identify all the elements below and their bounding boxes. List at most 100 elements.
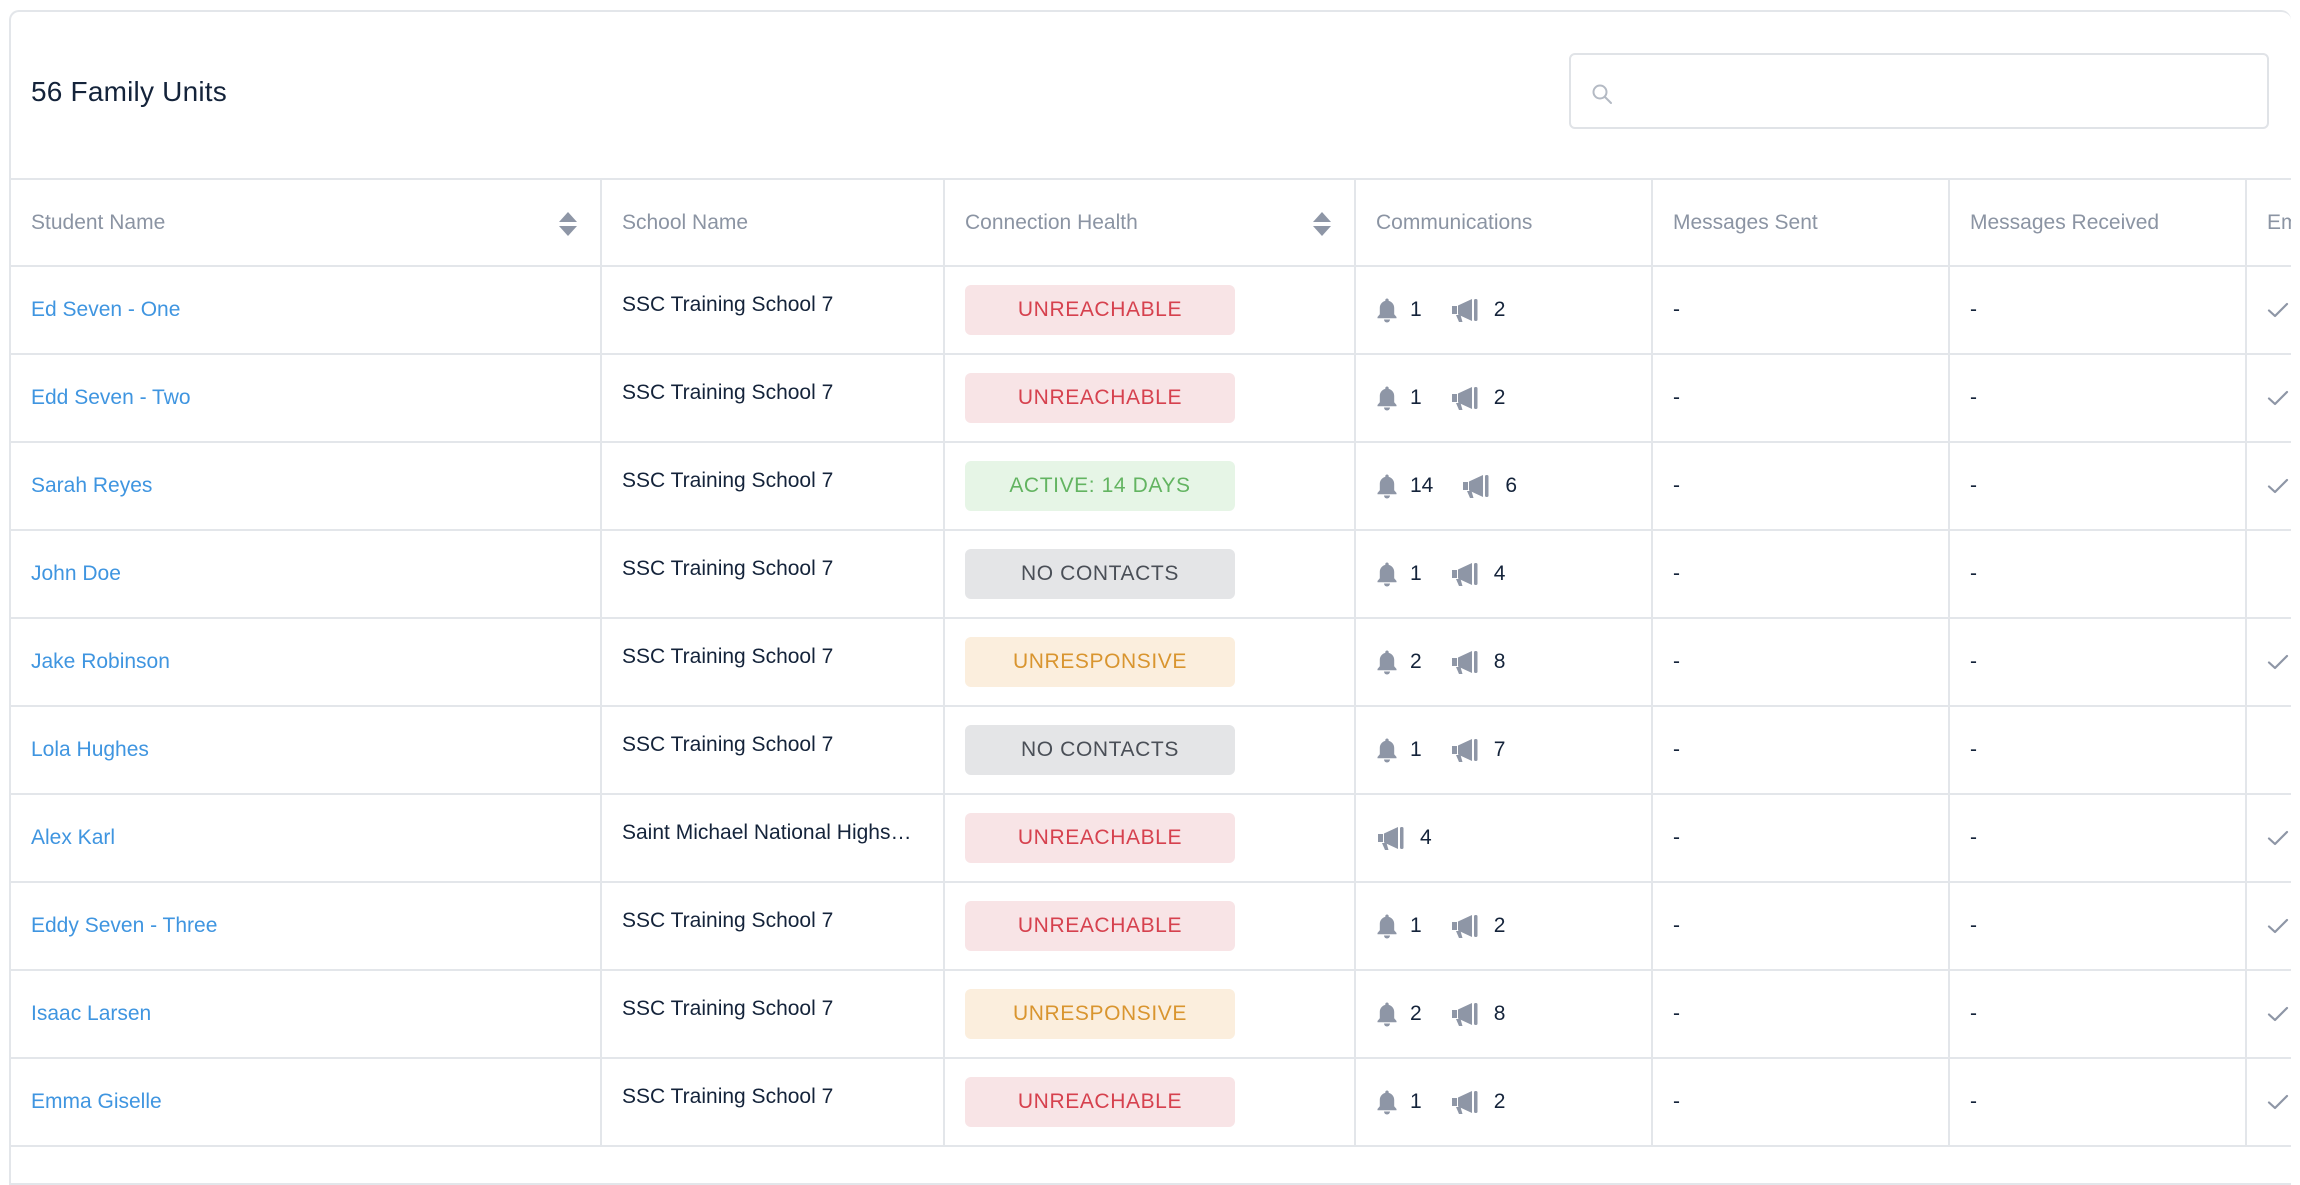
- status-badge: ACTIVE: 14 DAYS: [965, 461, 1235, 511]
- cell-messages-received: -: [1949, 266, 2247, 355]
- messages-received-value: -: [1970, 298, 1977, 321]
- student-name-link[interactable]: Alex Karl: [31, 826, 116, 849]
- cell-messages-received: -: [1949, 530, 2247, 619]
- announcement-count-value: 4: [1493, 562, 1506, 585]
- sort-icon[interactable]: [1312, 211, 1332, 237]
- cell-messages-received: -: [1949, 706, 2247, 795]
- announcement-count-value: 2: [1493, 1090, 1506, 1113]
- cell-connection-health: ACTIVE: 14 DAYS: [944, 442, 1356, 531]
- table-row[interactable]: Alex Karl Saint Michael National Highs… …: [11, 794, 2291, 883]
- cell-email: [2246, 1058, 2291, 1147]
- megaphone-icon: [1463, 475, 1489, 498]
- announcement-count-value: 8: [1493, 650, 1506, 673]
- messages-received-value: -: [1970, 386, 1977, 409]
- notification-count: 1: [1376, 297, 1422, 323]
- cell-student-name: Lola Hughes: [11, 706, 602, 795]
- column-header-connection-health[interactable]: Connection Health: [944, 180, 1356, 267]
- messages-received-value: -: [1970, 562, 1977, 585]
- table-row[interactable]: Eddy Seven - Three SSC Training School 7…: [11, 882, 2291, 971]
- cell-messages-received: -: [1949, 442, 2247, 531]
- cell-messages-received: -: [1949, 882, 2247, 971]
- communications-counts: 1 2: [1376, 385, 1650, 411]
- announcement-count: 4: [1450, 561, 1506, 587]
- search-input[interactable]: [1627, 65, 2247, 117]
- bell-icon: [1377, 386, 1397, 411]
- megaphone-icon: [1451, 739, 1478, 762]
- announcement-count: 8: [1450, 1001, 1505, 1027]
- table-row[interactable]: John Doe SSC Training School 7 NO CONTAC…: [11, 530, 2291, 619]
- student-name-link[interactable]: Lola Hughes: [31, 738, 149, 761]
- cell-messages-sent: -: [1652, 266, 1950, 355]
- cell-connection-health: UNREACHABLE: [944, 266, 1356, 355]
- table-row[interactable]: Lola Hughes SSC Training School 7 NO CON…: [11, 706, 2291, 795]
- sort-icon[interactable]: [558, 211, 578, 237]
- bell-icon: [1377, 562, 1397, 587]
- column-header-messages-sent: Messages Sent: [1652, 180, 1950, 267]
- cell-connection-health: UNREACHABLE: [944, 882, 1356, 971]
- student-name-link[interactable]: John Doe: [31, 562, 121, 585]
- table-row[interactable]: Isaac Larsen SSC Training School 7 UNRES…: [11, 970, 2291, 1059]
- cell-school-name: SSC Training School 7: [601, 1058, 945, 1147]
- school-name: Saint Michael National Highs…: [622, 821, 912, 845]
- cell-messages-sent: -: [1652, 1058, 1950, 1147]
- notification-count: 1: [1376, 561, 1422, 587]
- cell-email: [2246, 970, 2291, 1059]
- cell-messages-received: -: [1949, 794, 2247, 883]
- table-row[interactable]: Ed Seven - One SSC Training School 7 UNR…: [11, 266, 2291, 355]
- table-row[interactable]: Sarah Reyes SSC Training School 7 ACTIVE…: [11, 442, 2291, 531]
- notification-count-value: 1: [1410, 738, 1422, 761]
- announcement-count: 8: [1450, 649, 1506, 675]
- student-name-link[interactable]: Eddy Seven - Three: [31, 914, 218, 937]
- megaphone-icon: [1451, 651, 1478, 674]
- table-body: Ed Seven - One SSC Training School 7 UNR…: [11, 266, 2291, 1147]
- page-title: 56 Family Units: [31, 76, 227, 107]
- school-name: SSC Training School 7: [622, 293, 834, 317]
- messages-received-value: -: [1970, 738, 1977, 761]
- cell-email: [2246, 530, 2291, 619]
- column-header-label: Messages Sent: [1673, 210, 1818, 234]
- notification-count-value: 1: [1410, 562, 1422, 585]
- check-icon: [2267, 390, 2289, 406]
- column-header-student-name[interactable]: Student Name: [11, 180, 602, 267]
- search-box[interactable]: [1569, 53, 2269, 129]
- communications-counts: 1 7: [1376, 737, 1650, 763]
- notification-count-value: 1: [1410, 386, 1422, 409]
- column-header-email: Em: [2246, 180, 2291, 267]
- cell-messages-sent: -: [1652, 442, 1950, 531]
- messages-sent-value: -: [1673, 650, 1680, 673]
- status-badge: UNREACHABLE: [965, 373, 1235, 423]
- messages-sent-value: -: [1673, 474, 1680, 497]
- student-name-link[interactable]: Emma Giselle: [31, 1090, 162, 1113]
- table-row[interactable]: Jake Robinson SSC Training School 7 UNRE…: [11, 618, 2291, 707]
- school-name: SSC Training School 7: [622, 733, 834, 757]
- student-name-link[interactable]: Edd Seven - Two: [31, 386, 191, 409]
- cell-communications: 14 6: [1355, 442, 1653, 531]
- announcement-count: 2: [1450, 913, 1505, 939]
- student-name-link[interactable]: Ed Seven - One: [31, 298, 181, 321]
- communications-counts: 2 8: [1376, 649, 1650, 675]
- notification-count-value: 2: [1410, 1002, 1422, 1025]
- announcement-count: 6: [1461, 473, 1517, 499]
- cell-email: [2246, 882, 2291, 971]
- megaphone-icon: [1451, 563, 1478, 586]
- check-icon: [2267, 654, 2289, 670]
- notification-count: 1: [1376, 1089, 1422, 1115]
- school-name: SSC Training School 7: [622, 645, 834, 669]
- notification-count: 1: [1376, 913, 1422, 939]
- notification-count: 2: [1376, 649, 1422, 675]
- school-name: SSC Training School 7: [622, 469, 834, 493]
- student-name-link[interactable]: Jake Robinson: [31, 650, 170, 673]
- cell-email: [2246, 442, 2291, 531]
- announcement-count-value: 6: [1505, 474, 1518, 497]
- messages-sent-value: -: [1673, 1090, 1680, 1113]
- table-header-row: Student Name School Name Connection Heal…: [11, 180, 2291, 267]
- megaphone-icon: [1451, 915, 1478, 938]
- announcement-count: 2: [1450, 385, 1505, 411]
- notification-count-value: 14: [1410, 474, 1434, 497]
- student-name-link[interactable]: Isaac Larsen: [31, 1002, 152, 1025]
- cell-communications: 1 2: [1355, 354, 1653, 443]
- cell-connection-health: UNRESPONSIVE: [944, 970, 1356, 1059]
- student-name-link[interactable]: Sarah Reyes: [31, 474, 153, 497]
- table-row[interactable]: Emma Giselle SSC Training School 7 UNREA…: [11, 1058, 2291, 1147]
- table-row[interactable]: Edd Seven - Two SSC Training School 7 UN…: [11, 354, 2291, 443]
